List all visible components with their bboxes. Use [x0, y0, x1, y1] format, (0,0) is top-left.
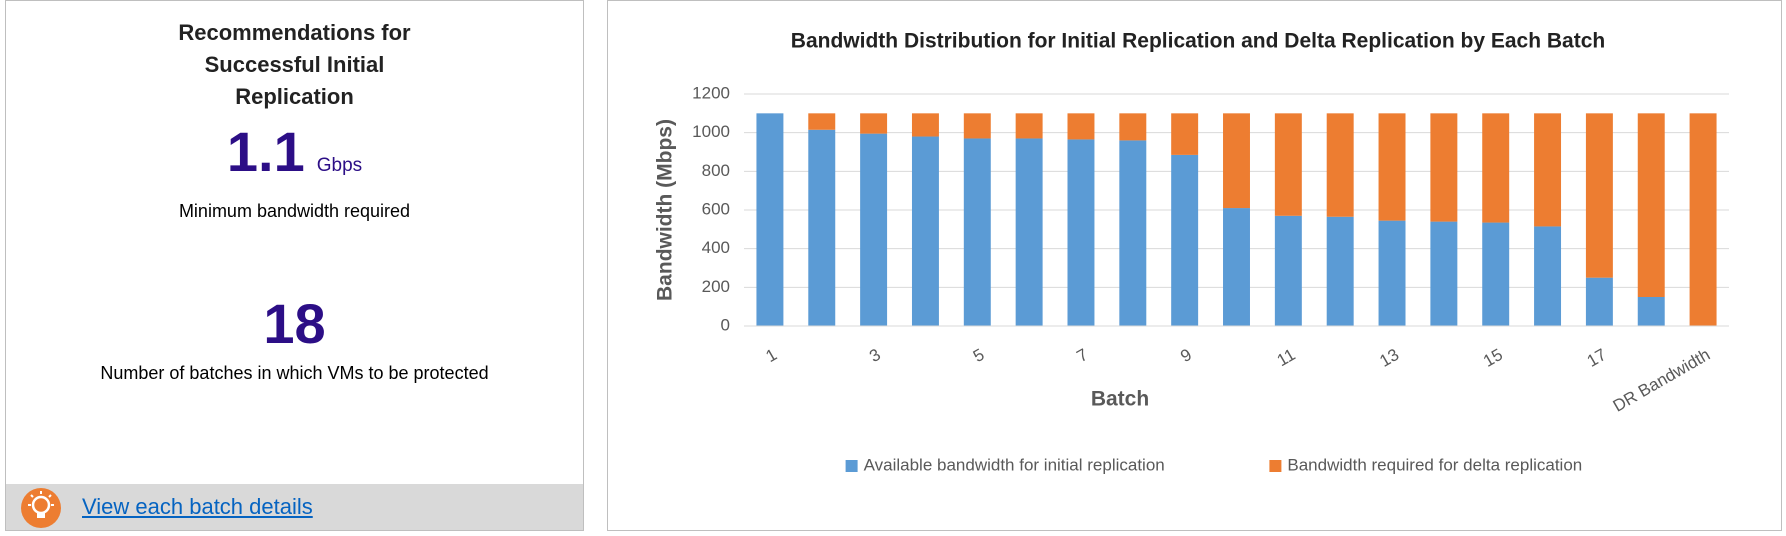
- bar-segment: [1119, 113, 1147, 141]
- bar-segment: [1482, 113, 1510, 223]
- bar-segment: [963, 113, 991, 139]
- chart-panel: Bandwidth Distribution for Initial Repli…: [607, 0, 1782, 531]
- bar-segment: [1534, 226, 1562, 326]
- bar-segment: [1015, 138, 1043, 326]
- y-tick-label: 0: [721, 315, 730, 334]
- bar-segment: [1067, 139, 1095, 326]
- y-tick-label: 800: [702, 161, 730, 180]
- legend-swatch: [845, 460, 858, 472]
- bar-segment: [1585, 277, 1613, 326]
- x-tick-label: DR Bandwidth: [1610, 345, 1714, 416]
- bar-segment: [808, 129, 836, 326]
- bar-segment: [808, 113, 836, 130]
- legend-label: Available bandwidth for initial replicat…: [864, 455, 1165, 474]
- bar-segment: [756, 113, 784, 326]
- chart-title: Bandwidth Distribution for Initial Repli…: [791, 30, 1605, 53]
- bar-segment: [1274, 113, 1302, 216]
- bandwidth-unit: Gbps: [316, 155, 363, 176]
- bar-segment: [1534, 113, 1562, 227]
- x-tick-label: 7: [1074, 345, 1092, 366]
- y-axis-title: Bandwidth (Mbps): [654, 119, 677, 301]
- bar-segment: [1015, 113, 1043, 139]
- bar-segment: [1171, 154, 1199, 326]
- bar-segment: [1637, 113, 1665, 297]
- bar-segment: [911, 136, 939, 326]
- batches-value: 18: [263, 292, 326, 355]
- bar-segment: [1637, 297, 1665, 326]
- bandwidth-value: 1.1: [226, 120, 305, 183]
- summary-title: Recommendations for Successful Initial R…: [178, 20, 411, 109]
- footer-bar: View each batch details: [6, 484, 583, 530]
- x-tick-label: 17: [1584, 345, 1610, 371]
- bar-segment: [1171, 113, 1199, 155]
- bandwidth-block: 1.1 Gbps: [6, 119, 583, 184]
- x-tick-label: 9: [1177, 345, 1195, 366]
- bar-segment: [1119, 140, 1147, 326]
- bar-segment: [1223, 113, 1250, 209]
- y-tick-label: 400: [702, 238, 730, 257]
- y-tick-label: 600: [702, 199, 730, 218]
- bulb-icon: [21, 488, 61, 528]
- bar-segment: [1274, 215, 1302, 326]
- bar-segment: [1067, 113, 1095, 140]
- chart: Bandwidth Distribution for Initial Repli…: [654, 30, 1729, 474]
- batches-caption: Number of batches in which VMs to be pro…: [100, 363, 489, 383]
- x-tick-label: 3: [866, 345, 884, 366]
- bar-segment: [1223, 208, 1250, 326]
- legend-label: Bandwidth required for delta replication: [1287, 455, 1582, 474]
- x-tick-label: 11: [1274, 345, 1299, 370]
- summary-panel: Recommendations for Successful Initial R…: [5, 0, 584, 531]
- bar-segment: [1430, 113, 1458, 222]
- bar-segment: [1482, 222, 1510, 326]
- bar-segment: [963, 138, 991, 326]
- y-tick-label: 1200: [692, 83, 730, 102]
- legend-swatch: [1269, 460, 1282, 472]
- bar-segment: [1430, 221, 1458, 326]
- bar-segment: [1378, 220, 1406, 326]
- bar-segment: [860, 113, 888, 134]
- batch-details-link[interactable]: View each batch details: [82, 494, 313, 519]
- bar-segment: [1585, 113, 1613, 278]
- bar-segment: [1326, 113, 1354, 217]
- y-tick-label: 200: [702, 277, 730, 296]
- bar-segment: [911, 113, 939, 137]
- bar-segment: [1326, 216, 1354, 326]
- x-tick-label: 15: [1480, 345, 1506, 371]
- x-tick-label: 5: [970, 345, 988, 366]
- bar-segment: [1378, 113, 1406, 221]
- x-tick-label: 13: [1376, 345, 1402, 371]
- bar-segment: [860, 133, 888, 326]
- x-axis-title: Batch: [1091, 388, 1149, 411]
- y-tick-label: 1000: [692, 122, 730, 141]
- x-tick-label: 1: [762, 345, 780, 366]
- bar-segment: [1689, 113, 1717, 326]
- bandwidth-caption: Minimum bandwidth required: [178, 201, 411, 221]
